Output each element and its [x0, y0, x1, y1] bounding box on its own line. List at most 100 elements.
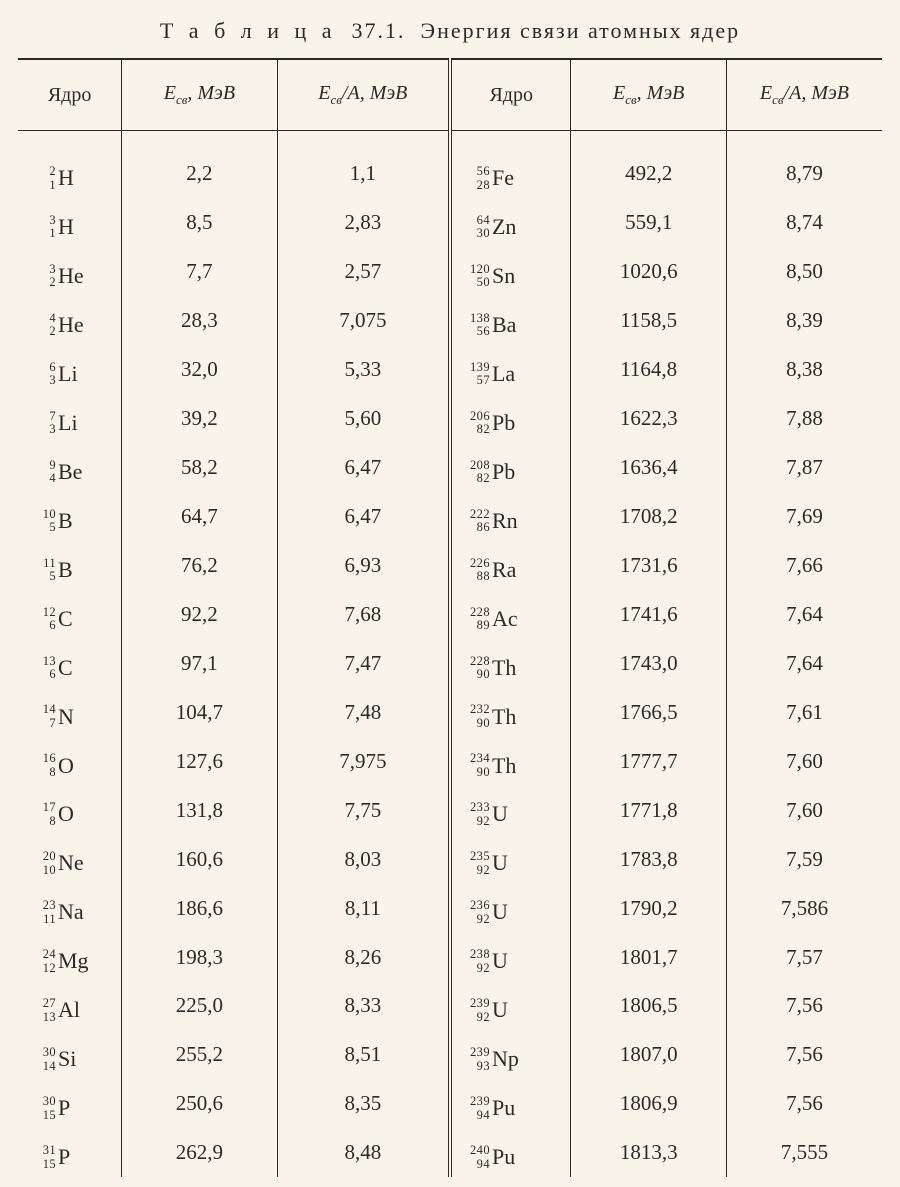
table-row: 3014Si255,28,5123993Np1807,07,56: [18, 1030, 882, 1079]
cell-energy-right: 1813,3: [571, 1128, 727, 1177]
cell-energy-left: 186,6: [122, 883, 278, 932]
cell-energy-per-a-right: 7,66: [726, 541, 882, 590]
cell-nucleus-right: 12050Sn: [450, 247, 571, 296]
cell-nucleus-left: 32He: [18, 247, 122, 296]
cell-energy-per-a-left: 8,33: [277, 981, 450, 1030]
cell-energy-per-a-right: 7,56: [726, 1030, 882, 1079]
cell-energy-left: 160,6: [122, 834, 278, 883]
cell-energy-right: 1708,2: [571, 492, 727, 541]
cell-nucleus-right: 22286Rn: [450, 492, 571, 541]
cell-energy-per-a-left: 7,47: [277, 639, 450, 688]
table-row: 136C97,17,4722890Th1743,07,64: [18, 639, 882, 688]
cell-energy-left: 255,2: [122, 1030, 278, 1079]
cell-energy-left: 131,8: [122, 785, 278, 834]
cell-nucleus-right: 23490Th: [450, 736, 571, 785]
cell-energy-right: 1020,6: [571, 247, 727, 296]
cell-energy-per-a-right: 7,64: [726, 590, 882, 639]
cell-energy-per-a-left: 6,47: [277, 443, 450, 492]
cell-energy-per-a-right: 7,64: [726, 639, 882, 688]
cell-nucleus-left: 3115P: [18, 1128, 122, 1177]
table-row: 105B64,76,4722286Rn1708,27,69: [18, 492, 882, 541]
cell-nucleus-left: 178O: [18, 785, 122, 834]
cell-energy-left: 8,5: [122, 198, 278, 247]
cell-energy-left: 58,2: [122, 443, 278, 492]
cell-energy-right: 1801,7: [571, 932, 727, 981]
cell-nucleus-right: 22890Th: [450, 639, 571, 688]
cell-nucleus-left: 31H: [18, 198, 122, 247]
cell-energy-per-a-right: 7,59: [726, 834, 882, 883]
cell-energy-per-a-right: 8,74: [726, 198, 882, 247]
page: Т а б л и ц а 37.1. Энергия связи атомны…: [0, 0, 900, 1187]
cell-energy-per-a-right: 7,88: [726, 394, 882, 443]
cell-nucleus-left: 2412Mg: [18, 932, 122, 981]
col-header-energy-left: Eсв, МэВ: [122, 59, 278, 131]
cell-energy-right: 492,2: [571, 131, 727, 198]
table-body: 21H2,21,15628Fe492,28,7931H8,52,836430Zn…: [18, 131, 882, 1178]
cell-nucleus-left: 63Li: [18, 345, 122, 394]
cell-energy-per-a-right: 7,60: [726, 736, 882, 785]
cell-nucleus-left: 168O: [18, 736, 122, 785]
cell-energy-right: 1790,2: [571, 883, 727, 932]
cell-energy-right: 1777,7: [571, 736, 727, 785]
cell-energy-per-a-left: 1,1: [277, 131, 450, 198]
cell-energy-per-a-right: 7,586: [726, 883, 882, 932]
cell-nucleus-left: 3015P: [18, 1079, 122, 1128]
cell-energy-right: 1743,0: [571, 639, 727, 688]
cell-energy-per-a-right: 7,60: [726, 785, 882, 834]
col-header-nucleus-right: Ядро: [450, 59, 571, 131]
table-row: 115B76,26,9322688Ra1731,67,66: [18, 541, 882, 590]
cell-nucleus-left: 94Be: [18, 443, 122, 492]
cell-nucleus-right: 23994Pu: [450, 1079, 571, 1128]
cell-nucleus-left: 42He: [18, 296, 122, 345]
cell-energy-per-a-left: 7,75: [277, 785, 450, 834]
cell-energy-per-a-right: 8,38: [726, 345, 882, 394]
cell-energy-right: 1636,4: [571, 443, 727, 492]
col-header-energy-per-a-right: Eсв/A, МэВ: [726, 59, 882, 131]
cell-energy-per-a-left: 6,93: [277, 541, 450, 590]
cell-energy-left: 32,0: [122, 345, 278, 394]
cell-energy-per-a-left: 6,47: [277, 492, 450, 541]
cell-energy-per-a-left: 7,68: [277, 590, 450, 639]
table-row: 178O131,87,7523392U1771,87,60: [18, 785, 882, 834]
cell-nucleus-left: 73Li: [18, 394, 122, 443]
cell-nucleus-right: 22889Ac: [450, 590, 571, 639]
cell-energy-right: 1158,5: [571, 296, 727, 345]
table-row: 32He7,72,5712050Sn1020,68,50: [18, 247, 882, 296]
cell-energy-left: 262,9: [122, 1128, 278, 1177]
table-row: 2713Al225,08,3323992U1806,57,56: [18, 981, 882, 1030]
cell-energy-per-a-left: 8,03: [277, 834, 450, 883]
cell-energy-per-a-right: 8,50: [726, 247, 882, 296]
cell-nucleus-left: 2010Ne: [18, 834, 122, 883]
cell-energy-left: 104,7: [122, 687, 278, 736]
table-row: 63Li32,05,3313957La1164,88,38: [18, 345, 882, 394]
cell-energy-right: 1771,8: [571, 785, 727, 834]
cell-nucleus-right: 13957La: [450, 345, 571, 394]
cell-energy-per-a-left: 2,83: [277, 198, 450, 247]
cell-nucleus-right: 24094Pu: [450, 1128, 571, 1177]
cell-energy-per-a-right: 7,69: [726, 492, 882, 541]
cell-nucleus-right: 23993Np: [450, 1030, 571, 1079]
title-number: 37.1.: [352, 18, 406, 43]
table-row: 2412Mg198,38,2623892U1801,77,57: [18, 932, 882, 981]
cell-nucleus-right: 13856Ba: [450, 296, 571, 345]
cell-energy-per-a-left: 8,11: [277, 883, 450, 932]
cell-nucleus-left: 147N: [18, 687, 122, 736]
cell-energy-left: 198,3: [122, 932, 278, 981]
cell-nucleus-right: 23992U: [450, 981, 571, 1030]
cell-energy-per-a-left: 5,33: [277, 345, 450, 394]
cell-nucleus-right: 23592U: [450, 834, 571, 883]
cell-energy-left: 92,2: [122, 590, 278, 639]
cell-energy-right: 1164,8: [571, 345, 727, 394]
cell-nucleus-right: 23892U: [450, 932, 571, 981]
cell-nucleus-left: 126C: [18, 590, 122, 639]
table-row: 21H2,21,15628Fe492,28,79: [18, 131, 882, 198]
table-row: 94Be58,26,4720882Pb1636,47,87: [18, 443, 882, 492]
cell-energy-left: 64,7: [122, 492, 278, 541]
table-row: 2311Na186,68,1123692U1790,27,586: [18, 883, 882, 932]
col-header-energy-right: Eсв, МэВ: [571, 59, 727, 131]
cell-energy-right: 1783,8: [571, 834, 727, 883]
table-head: Ядро Eсв, МэВ Eсв/A, МэВ Ядро Eсв, МэВ E…: [18, 59, 882, 131]
cell-energy-right: 1731,6: [571, 541, 727, 590]
title-prefix: Т а б л и ц а: [160, 18, 337, 43]
cell-nucleus-left: 21H: [18, 131, 122, 198]
